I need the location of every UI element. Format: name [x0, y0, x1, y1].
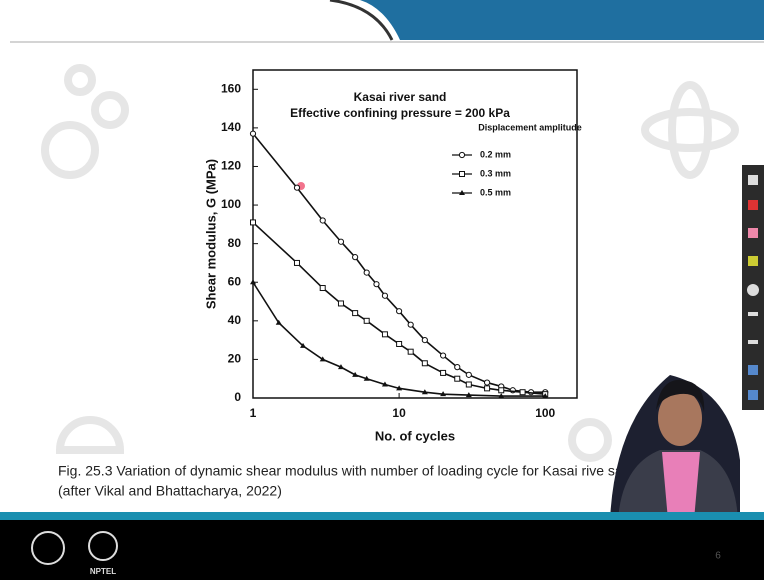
marker-shape	[320, 218, 325, 223]
y-tick-label: 140	[221, 120, 241, 134]
marker	[382, 332, 387, 337]
marker-shape	[374, 282, 379, 287]
marker	[422, 338, 427, 343]
caption-line: Fig. 25.3 Variation of dynamic shear mod…	[58, 463, 638, 479]
series-line	[253, 282, 545, 396]
marker	[440, 353, 445, 358]
y-tick-label: 20	[228, 352, 242, 366]
marker	[459, 152, 464, 157]
x-tick-label: 1	[250, 406, 257, 420]
legend-label: 0.3 mm	[480, 168, 511, 178]
marker	[397, 309, 402, 314]
y-tick-label: 100	[221, 197, 241, 211]
marker-shape	[408, 322, 413, 327]
marker	[353, 255, 358, 260]
marker-shape	[455, 365, 460, 370]
marker-shape	[364, 270, 369, 275]
x-tick-label: 100	[535, 406, 555, 420]
legend-label: 0.5 mm	[480, 187, 511, 197]
logo-label: NPTEL	[90, 567, 116, 576]
legend-title: Displacement amplitude	[478, 122, 582, 132]
marker	[338, 239, 343, 244]
marker-shape	[353, 255, 358, 260]
marker	[466, 382, 471, 387]
marker	[320, 218, 325, 223]
marker-shape	[250, 131, 255, 136]
marker	[455, 365, 460, 370]
marker-shape	[294, 185, 299, 190]
marker-shape	[484, 380, 489, 385]
bg-icons	[45, 68, 735, 458]
marker-shape	[440, 353, 445, 358]
y-tick-label: 40	[228, 313, 242, 327]
marker	[364, 318, 369, 323]
y-tick-label: 80	[228, 236, 242, 250]
marker	[455, 376, 460, 381]
footer-band	[0, 512, 764, 520]
marker	[484, 380, 489, 385]
caption-line: (after Vikal and Bhattacharya, 2022)	[58, 483, 282, 499]
marker	[520, 390, 525, 395]
marker	[353, 311, 358, 316]
marker	[294, 260, 299, 265]
slide: Kasai river sand Effective confining pre…	[0, 0, 764, 580]
toolbar-icons	[747, 175, 759, 400]
y-tick-label: 160	[221, 81, 241, 95]
marker-shape	[338, 239, 343, 244]
y-axis-label: Shear modulus, G (MPa)	[203, 159, 218, 309]
chart-title: Kasai river sand	[354, 90, 447, 104]
marker	[320, 286, 325, 291]
marker	[466, 372, 471, 377]
marker-shape	[397, 309, 402, 314]
y-tick-label: 0	[234, 390, 241, 404]
slide-number: 6	[715, 551, 721, 562]
marker-shape	[382, 293, 387, 298]
marker	[250, 131, 255, 136]
marker	[294, 185, 299, 190]
marker	[408, 349, 413, 354]
marker	[251, 220, 256, 225]
presenter	[610, 375, 740, 520]
y-tick-label: 60	[228, 274, 242, 288]
marker	[374, 282, 379, 287]
marker	[338, 301, 343, 306]
marker	[485, 386, 490, 391]
marker-shape	[466, 372, 471, 377]
marker-shape	[422, 338, 427, 343]
y-tick-label: 120	[221, 159, 241, 173]
marker	[408, 322, 413, 327]
marker	[422, 361, 427, 366]
marker	[397, 341, 402, 346]
header-band	[360, 0, 764, 40]
x-axis-label: No. of cycles	[375, 428, 455, 443]
x-tick-label: 10	[392, 406, 406, 420]
marker	[441, 370, 446, 375]
marker-shape	[459, 152, 464, 157]
chart-subtitle: Effective confining pressure = 200 kPa	[290, 106, 510, 120]
marker	[382, 293, 387, 298]
marker	[499, 388, 504, 393]
marker	[364, 270, 369, 275]
marker	[460, 172, 465, 177]
legend-label: 0.2 mm	[480, 149, 511, 159]
